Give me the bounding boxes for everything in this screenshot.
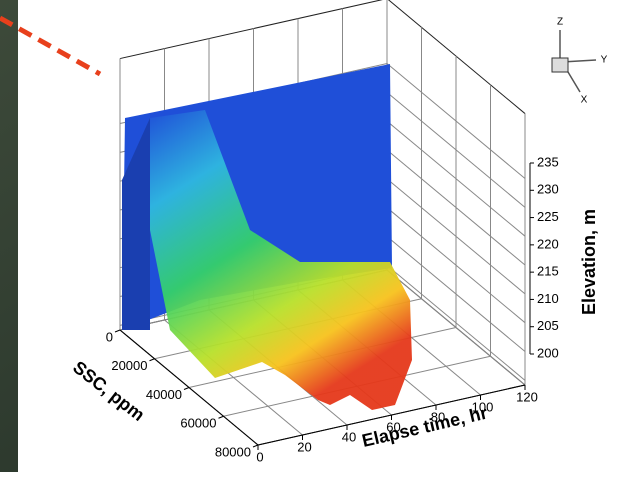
x-tick-label: 40 xyxy=(342,429,356,444)
grid-line xyxy=(386,236,526,352)
z-tick-label: 215 xyxy=(537,264,559,279)
box-edge xyxy=(387,0,526,114)
z-tick-label: 235 xyxy=(537,154,559,169)
z-tick-label: 230 xyxy=(537,182,559,197)
axes: 0 20 40 60 80 100 120 0 20000 40000 60000 80000 200 2… xyxy=(106,154,559,464)
y-tick-label: 20000 xyxy=(111,358,147,373)
x-tick-label: 80 xyxy=(431,409,445,424)
axis-triad: Z Y X xyxy=(551,17,608,106)
surface-side xyxy=(122,118,150,330)
z-axis-label: Elevation, m xyxy=(579,209,599,315)
z-tick-label: 225 xyxy=(537,209,559,224)
y-tick xyxy=(149,358,155,362)
grid-line xyxy=(386,91,526,208)
y-tick-label: 40000 xyxy=(146,387,182,402)
surface xyxy=(122,64,412,410)
triad-z-label: Z xyxy=(557,17,563,28)
y-tick-label: 0 xyxy=(106,329,113,344)
pointer-line xyxy=(0,15,102,77)
x-tick-label: 120 xyxy=(516,389,538,404)
grid-line xyxy=(386,207,526,324)
grid-line xyxy=(386,120,526,237)
y-tick-label: 80000 xyxy=(215,444,251,459)
y-tick xyxy=(252,444,259,448)
triad-y-label: Y xyxy=(601,55,608,66)
grid-line xyxy=(386,149,526,266)
x-tick-label: 60 xyxy=(386,419,400,434)
y-tick xyxy=(114,329,121,333)
x-tick-label: 20 xyxy=(297,439,311,454)
triad-x-label: X xyxy=(581,95,588,106)
z-tick-label: 220 xyxy=(537,236,559,251)
grid-line xyxy=(386,63,526,179)
z-tick-label: 200 xyxy=(537,345,559,360)
z-tick-label: 205 xyxy=(537,318,559,333)
y-tick-label: 60000 xyxy=(180,416,216,431)
surface-sweep xyxy=(150,110,412,410)
z-tick-label: 210 xyxy=(537,291,559,306)
triad-cube xyxy=(551,57,569,73)
grid-line xyxy=(386,264,526,381)
grid-line xyxy=(386,178,526,295)
x-tick-label: 0 xyxy=(256,449,263,464)
y-tick xyxy=(218,415,224,419)
y-tick xyxy=(183,387,190,390)
x-tick-label: 100 xyxy=(472,399,494,414)
